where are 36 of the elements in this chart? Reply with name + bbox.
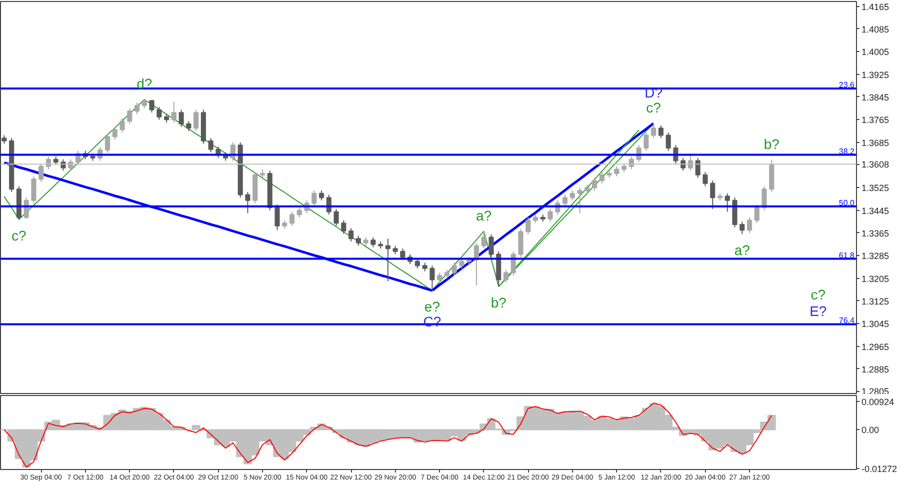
y-tick-label: 1.2885 [862,364,890,374]
data-label: c? [12,227,27,244]
annotation: E? [810,302,827,319]
data-label: D? [644,84,663,100]
annotation: 61.8 [838,250,856,260]
y-tick-label: 1.3045 [862,319,890,330]
y-tick-label: 1.3445 [862,206,890,216]
text: b? [764,136,780,152]
y-tick-label: 1.3285 [862,251,890,262]
data-label: e? [424,298,440,315]
y-tick-label: 0.00 [862,425,880,436]
y-tick-label: 1.4005 [862,47,890,58]
y-tick-label: 0.00924 [862,396,894,407]
data-label: c? [646,99,662,116]
y-tick-label: 1.3125 [862,296,890,306]
data-label: d? [136,76,152,92]
text: a? [734,242,750,258]
y-tick-label: 1.3765 [862,115,890,126]
y-tick-label: 1.2965 [862,342,890,352]
annotation: c? [810,286,826,302]
annotation: 76.4 [838,316,856,326]
y-tick-label: 1.4165 [862,2,890,12]
y-tick-label: 1.4085 [862,24,890,34]
data-label: a? [476,207,492,224]
y-tick-label: 1.3365 [862,228,890,238]
data-label: b? [490,294,507,311]
y-tick-label: 1.3925 [862,70,890,80]
y-tick-label: 1.3525 [862,183,890,194]
y-tick-label: 1.3845 [862,92,890,102]
y-tick-label: 1.3205 [862,274,890,284]
y-tick-label: 1.3608 [862,160,890,170]
annotation: 23.6 [838,80,856,90]
annotation: 38.2 [838,146,856,156]
y-tick-label: -0.01272 [862,464,898,474]
y-tick-label: 1.3685 [862,138,890,148]
annotation: 50.0 [838,198,856,208]
